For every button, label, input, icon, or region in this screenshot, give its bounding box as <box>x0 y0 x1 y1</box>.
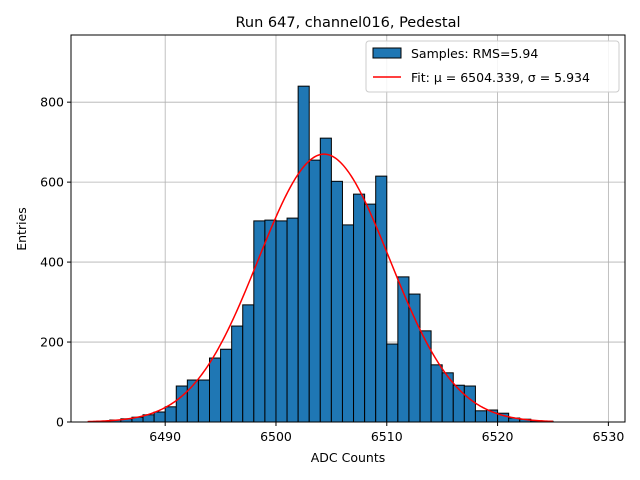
legend-fit-label: Fit: μ = 6504.339, σ = 5.934 <box>411 70 590 85</box>
histogram-bar <box>175 385 188 423</box>
histogram-bar <box>386 343 399 423</box>
y-tick-label: 400 <box>40 255 64 270</box>
histogram-bar <box>408 293 421 423</box>
x-axis: 6490 6500 6510 6520 6530 <box>149 422 624 444</box>
y-tick-label: 600 <box>40 175 64 190</box>
histogram-bar <box>364 203 377 423</box>
legend-box <box>365 40 620 93</box>
bars-layer <box>98 85 554 423</box>
y-tick-label: 800 <box>40 95 64 110</box>
x-axis-label: ADC Counts <box>311 450 386 465</box>
plot-frame <box>70 34 626 423</box>
y-tick-label: 0 <box>56 415 64 430</box>
histogram-bar <box>253 220 266 423</box>
y-tick-label: 200 <box>40 335 64 350</box>
histogram-bar <box>452 384 465 423</box>
histogram-bar <box>264 219 277 423</box>
histogram-bar <box>397 276 410 423</box>
histogram-bar <box>474 410 488 423</box>
legend-samples-label: Samples: RMS=5.94 <box>411 46 538 61</box>
y-axis-label: Entries <box>14 207 29 251</box>
histogram-bar <box>430 364 443 423</box>
x-tick-label: 6500 <box>260 429 292 444</box>
x-tick-label: 6520 <box>482 429 514 444</box>
histogram-bar <box>341 224 355 423</box>
x-tick-label: 6530 <box>592 429 624 444</box>
histogram-bar <box>164 406 177 423</box>
histogram-bar <box>463 385 476 423</box>
histogram-bar <box>231 325 244 423</box>
x-tick-label: 6490 <box>149 429 181 444</box>
histogram-bar <box>419 330 432 423</box>
histogram-bar <box>330 180 343 423</box>
histogram-bar <box>242 304 255 423</box>
histogram-bar <box>209 357 222 423</box>
histogram-bar <box>353 193 366 423</box>
y-axis: 0 200 400 600 800 <box>40 95 71 430</box>
histogram-bar <box>286 217 299 423</box>
legend: Samples: RMS=5.94 Fit: μ = 6504.339, σ =… <box>365 40 620 93</box>
histogram-bar <box>153 411 166 423</box>
chart-title: Run 647, channel016, Pedestal <box>235 15 460 31</box>
histogram-bar <box>297 85 310 423</box>
histogram-bar <box>308 159 321 423</box>
histogram-bar <box>375 175 388 423</box>
x-tick-label: 6510 <box>371 429 403 444</box>
fit-layer <box>87 153 554 423</box>
histogram-bar <box>220 348 233 423</box>
legend-samples-swatch <box>372 47 402 59</box>
histogram-bar <box>197 379 210 423</box>
histogram-bar <box>319 137 332 423</box>
fit-curve <box>87 153 554 423</box>
histogram-bar <box>275 220 288 423</box>
